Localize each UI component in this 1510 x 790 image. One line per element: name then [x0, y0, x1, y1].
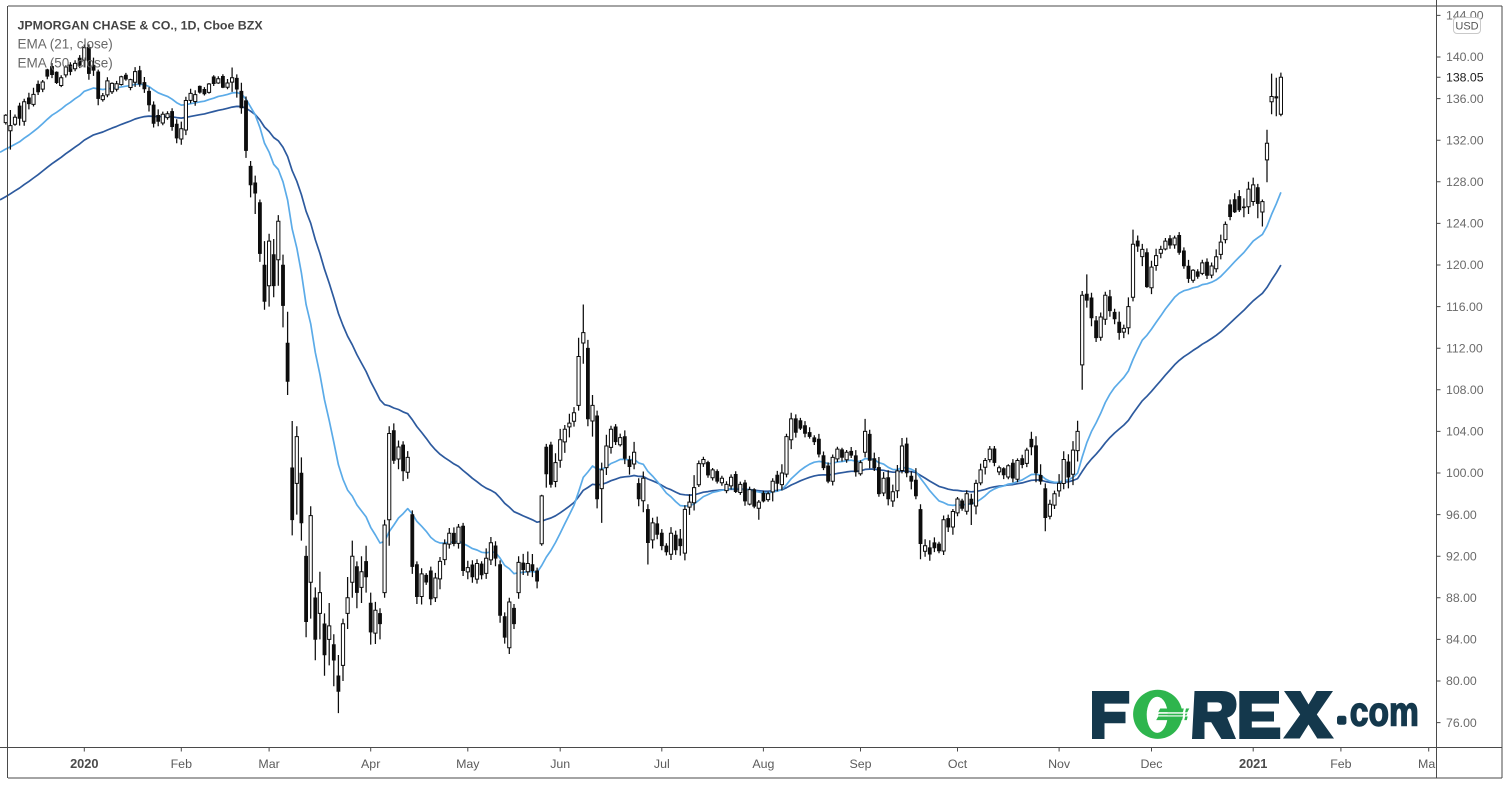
svg-text:Feb: Feb — [1330, 757, 1351, 771]
svg-text:124.00: 124.00 — [1446, 217, 1484, 231]
svg-text:JPMORGAN CHASE & CO., 1D, Cboe: JPMORGAN CHASE & CO., 1D, Cboe BZX — [18, 19, 264, 33]
svg-text:136.00: 136.00 — [1446, 92, 1484, 106]
svg-text:May: May — [456, 757, 480, 771]
svg-text:Apr: Apr — [361, 757, 380, 771]
svg-text:Jun: Jun — [550, 757, 570, 771]
svg-text:112.00: 112.00 — [1446, 341, 1483, 355]
svg-text:84.00: 84.00 — [1446, 633, 1477, 647]
svg-text:Mar: Mar — [1418, 757, 1439, 771]
svg-text:Mar: Mar — [258, 757, 279, 771]
svg-text:Nov: Nov — [1048, 757, 1071, 771]
svg-text:92.00: 92.00 — [1446, 549, 1477, 563]
svg-text:88.00: 88.00 — [1446, 591, 1477, 605]
svg-text:2020: 2020 — [70, 756, 98, 771]
svg-text:EMA (21, close): EMA (21, close) — [18, 37, 113, 52]
svg-text:104.00: 104.00 — [1446, 425, 1484, 439]
svg-text:USD: USD — [1455, 21, 1478, 33]
svg-text:Oct: Oct — [948, 757, 968, 771]
svg-text:100.00: 100.00 — [1446, 466, 1484, 480]
svg-text:76.00: 76.00 — [1446, 716, 1477, 730]
svg-text:80.00: 80.00 — [1446, 674, 1477, 688]
svg-text:Sep: Sep — [849, 757, 871, 771]
svg-text:138.05: 138.05 — [1446, 71, 1484, 85]
svg-text:Aug: Aug — [752, 757, 774, 771]
svg-text:96.00: 96.00 — [1446, 508, 1477, 522]
svg-text:108.00: 108.00 — [1446, 383, 1484, 397]
svg-text:132.00: 132.00 — [1446, 133, 1484, 147]
svg-text:com: com — [1350, 688, 1419, 734]
svg-text:Dec: Dec — [1140, 757, 1162, 771]
svg-text:120.00: 120.00 — [1446, 258, 1484, 272]
svg-text:Jul: Jul — [654, 757, 670, 771]
svg-text:EMA (50, close): EMA (50, close) — [18, 56, 113, 71]
svg-text:140.00: 140.00 — [1446, 50, 1484, 64]
svg-text:116.00: 116.00 — [1446, 300, 1483, 314]
svg-text:Feb: Feb — [171, 757, 192, 771]
svg-text:2021: 2021 — [1239, 756, 1267, 771]
svg-text:128.00: 128.00 — [1446, 175, 1484, 189]
